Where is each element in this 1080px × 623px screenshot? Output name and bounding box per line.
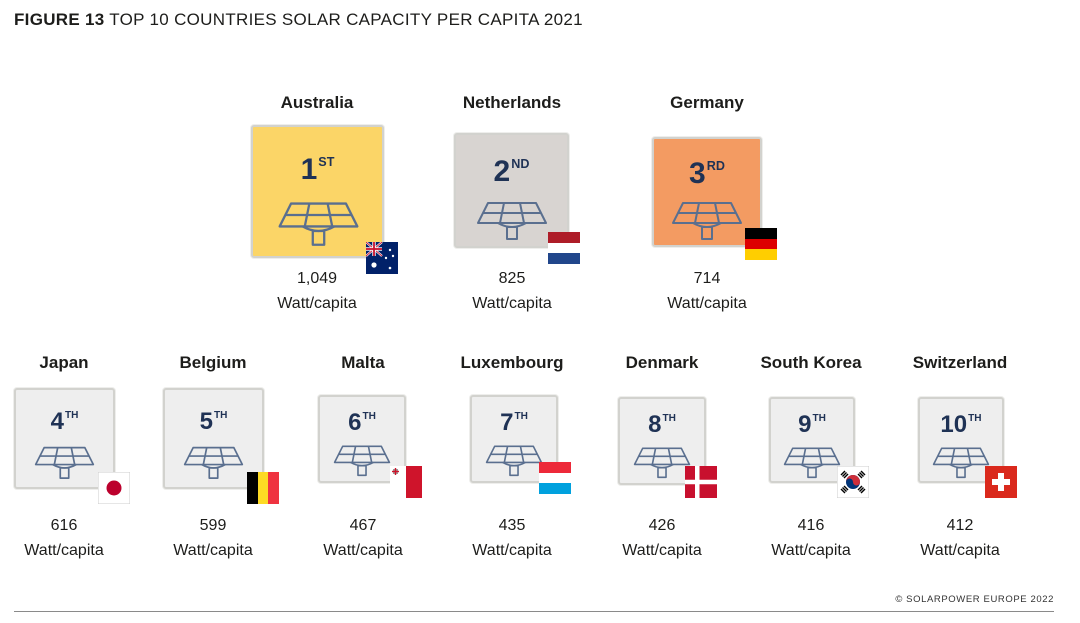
rank-suffix: RD bbox=[706, 158, 725, 173]
unit-label: Watt/capita bbox=[24, 542, 104, 559]
rank-tile: 4TH bbox=[14, 388, 115, 489]
unit-label: Watt/capita bbox=[323, 542, 403, 559]
rank-suffix: TH bbox=[514, 410, 528, 422]
country-name: Netherlands bbox=[462, 93, 562, 112]
solar-panel-icon bbox=[783, 445, 841, 484]
solar-panel-icon bbox=[476, 199, 548, 246]
country-name: Switzerland bbox=[912, 353, 1008, 372]
flag-luxembourg-icon bbox=[539, 462, 571, 494]
solar-panel-icon bbox=[333, 443, 391, 482]
unit-label: Watt/capita bbox=[277, 295, 357, 312]
rank-number: 5 bbox=[199, 408, 213, 435]
rank-suffix: TH bbox=[812, 412, 826, 424]
rank-tile: 1ST bbox=[251, 125, 384, 258]
flag-netherlands-icon bbox=[548, 232, 580, 264]
flag-australia-icon bbox=[365, 241, 398, 274]
rank-label: 1ST bbox=[253, 155, 382, 185]
unit-label: Watt/capita bbox=[771, 542, 851, 559]
solar-panel-icon bbox=[34, 444, 95, 485]
value-label: 426 bbox=[648, 517, 676, 534]
value-label: 467 bbox=[349, 517, 377, 534]
value-label: 714 bbox=[693, 270, 721, 287]
rank-number: 8 bbox=[648, 411, 662, 438]
flag-malta-icon bbox=[390, 466, 422, 498]
unit-label: Watt/capita bbox=[472, 295, 552, 312]
rank-suffix: ND bbox=[511, 156, 530, 171]
unit-label: Watt/capita bbox=[920, 542, 1000, 559]
country-name: Japan bbox=[39, 353, 89, 372]
rank-number: 4 bbox=[50, 408, 64, 435]
rank-label: 5TH bbox=[165, 410, 262, 434]
rank-label: 3RD bbox=[654, 159, 760, 189]
rank-suffix: TH bbox=[213, 409, 228, 421]
value-label: 412 bbox=[946, 517, 974, 534]
rank-number: 1 bbox=[300, 153, 318, 186]
solar-panel-icon bbox=[183, 444, 244, 485]
solar-panel-icon bbox=[633, 445, 691, 484]
solar-panel-icon bbox=[277, 199, 360, 252]
rank-number: 3 bbox=[689, 157, 706, 190]
rank-label: 4TH bbox=[16, 410, 113, 434]
value-label: 435 bbox=[498, 517, 526, 534]
rank-tile: 3RD bbox=[652, 137, 762, 247]
rank-label: 8TH bbox=[620, 413, 704, 437]
rank-suffix: TH bbox=[64, 409, 79, 421]
flag-belgium-icon bbox=[247, 472, 279, 504]
flag-germany-icon bbox=[745, 228, 777, 260]
rank-label: 10TH bbox=[920, 413, 1002, 437]
figure-title-text: TOP 10 COUNTRIES SOLAR CAPACITY PER CAPI… bbox=[109, 10, 583, 29]
value-label: 599 bbox=[199, 517, 227, 534]
country-name: Belgium bbox=[179, 353, 247, 372]
rank-label: 6TH bbox=[320, 411, 404, 435]
flag-japan-icon bbox=[97, 471, 131, 505]
value-label: 1,049 bbox=[296, 270, 338, 287]
rank-number: 10 bbox=[940, 411, 968, 438]
rank-label: 7TH bbox=[472, 411, 556, 435]
solar-panel-icon bbox=[485, 443, 543, 482]
rank-suffix: TH bbox=[968, 412, 982, 424]
country-name: Germany bbox=[670, 93, 744, 112]
unit-label: Watt/capita bbox=[173, 542, 253, 559]
value-label: 416 bbox=[797, 517, 825, 534]
rank-tile: 2ND bbox=[454, 133, 569, 248]
figure-number: FIGURE 13 bbox=[14, 10, 105, 29]
flag-south-korea-icon bbox=[836, 465, 870, 499]
unit-label: Watt/capita bbox=[472, 542, 552, 559]
country-name: Luxembourg bbox=[460, 353, 564, 372]
value-label: 616 bbox=[50, 517, 78, 534]
rank-suffix: ST bbox=[318, 154, 335, 169]
solar-panel-icon bbox=[671, 199, 743, 246]
solar-panel-icon bbox=[932, 445, 990, 484]
rank-number: 7 bbox=[500, 409, 514, 436]
rank-label: 2ND bbox=[456, 157, 567, 187]
country-name: Australia bbox=[280, 93, 354, 112]
flag-denmark-icon bbox=[685, 466, 717, 498]
rank-suffix: TH bbox=[362, 410, 376, 422]
source-credit: © SOLARPOWER EUROPE 2022 bbox=[895, 594, 1054, 605]
rank-suffix: TH bbox=[662, 412, 676, 424]
country-name: South Korea bbox=[760, 353, 862, 372]
bottom-rule bbox=[14, 611, 1054, 612]
rank-number: 9 bbox=[798, 411, 812, 438]
rank-number: 6 bbox=[348, 409, 362, 436]
country-name: Malta bbox=[341, 353, 385, 372]
unit-label: Watt/capita bbox=[622, 542, 702, 559]
unit-label: Watt/capita bbox=[667, 295, 747, 312]
rank-number: 2 bbox=[493, 155, 511, 188]
flag-switzerland-icon bbox=[985, 466, 1017, 498]
figure-title: FIGURE 13 TOP 10 COUNTRIES SOLAR CAPACIT… bbox=[14, 10, 583, 30]
country-name: Denmark bbox=[625, 353, 699, 372]
value-label: 825 bbox=[498, 270, 526, 287]
rank-label: 9TH bbox=[771, 413, 853, 437]
